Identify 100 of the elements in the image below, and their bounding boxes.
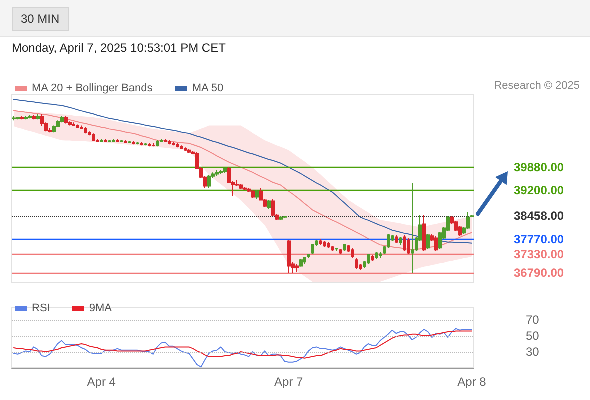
candlestick <box>12 116 16 122</box>
candlestick <box>327 242 330 249</box>
candlestick <box>24 116 28 120</box>
candlestick <box>287 240 291 274</box>
candlestick <box>299 258 303 268</box>
candlestick <box>76 124 79 129</box>
candlestick <box>84 126 87 134</box>
candlestick <box>128 140 131 144</box>
x-tick-label: Apr 8 <box>458 375 487 389</box>
candlestick <box>164 138 167 144</box>
candlestick <box>323 240 326 248</box>
y-tick-label: 50 <box>526 329 540 343</box>
candlestick <box>168 140 171 146</box>
legend-label: 9MA <box>89 302 113 314</box>
candlestick <box>152 143 155 148</box>
candlestick <box>80 125 83 130</box>
candlestick <box>379 252 382 259</box>
y-tick-label: 30 <box>526 345 540 359</box>
candlestick <box>307 254 310 259</box>
legend-label: MA 20 + Bollinger Bands <box>32 82 154 94</box>
candlestick <box>187 148 191 154</box>
y-tick-label: 36790.00 <box>514 266 564 280</box>
candlestick <box>156 140 159 148</box>
candlestick <box>407 238 410 255</box>
candlestick <box>434 236 438 252</box>
candlestick <box>120 140 123 144</box>
candlestick <box>116 138 119 144</box>
candlestick <box>303 256 306 265</box>
y-tick-label: 37770.00 <box>514 232 564 247</box>
x-tick-label: Apr 7 <box>274 375 304 389</box>
candlestick <box>239 184 243 190</box>
candlestick <box>140 142 143 146</box>
candlestick <box>251 190 255 199</box>
candlestick <box>395 234 398 244</box>
candlestick <box>172 142 175 146</box>
candlestick <box>112 138 115 144</box>
candlestick <box>148 143 151 148</box>
candlestick <box>355 258 358 270</box>
y-tick-label: 38458.00 <box>514 209 564 224</box>
candlestick <box>438 232 442 250</box>
text: Monday, April 7, 2025 10:53:01 PM CET <box>12 41 226 55</box>
text: Research © 2025 <box>494 80 580 92</box>
candlestick <box>136 142 139 146</box>
candlestick <box>32 115 36 120</box>
candlestick <box>72 122 75 127</box>
candlestick <box>466 212 470 230</box>
y-tick-label: 39200.00 <box>514 184 564 198</box>
candlestick <box>28 115 32 120</box>
candlestick <box>343 244 346 252</box>
candlestick <box>454 220 458 232</box>
candlestick <box>104 138 107 144</box>
candlestick <box>399 236 402 246</box>
candlestick <box>207 174 211 189</box>
candlestick <box>144 143 147 146</box>
candlestick <box>311 244 314 255</box>
candlestick <box>351 248 354 259</box>
y-tick-label: 70 <box>526 313 540 327</box>
candlestick <box>319 238 322 246</box>
candlestick <box>295 264 299 273</box>
candlestick <box>160 138 163 144</box>
candlestick <box>331 246 334 252</box>
candlestick <box>339 248 342 255</box>
candlestick <box>219 170 223 175</box>
candlestick <box>283 216 287 219</box>
legend-label: RSI <box>32 302 50 314</box>
candlestick <box>100 138 103 144</box>
candlestick <box>215 170 219 177</box>
candlestick <box>422 214 426 252</box>
candlestick <box>255 190 259 200</box>
candlestick <box>367 254 370 265</box>
line-series <box>13 330 473 359</box>
candlestick <box>335 248 338 252</box>
chart-subtitle: 30 MIN <box>12 7 69 31</box>
candlestick <box>60 116 64 124</box>
candlestick <box>243 186 247 191</box>
candlestick <box>64 116 68 124</box>
candlestick <box>403 234 406 252</box>
candlestick <box>20 116 24 120</box>
candlestick <box>279 216 283 221</box>
candlestick <box>180 145 183 150</box>
line-series <box>13 328 473 368</box>
candlestick <box>184 147 187 152</box>
candlestick <box>267 200 271 210</box>
candlestick <box>375 252 378 260</box>
candlestick <box>411 183 414 274</box>
candlestick <box>176 143 179 148</box>
candlestick <box>92 133 95 142</box>
y-tick-label: 39880.00 <box>514 160 564 174</box>
candlestick <box>36 114 40 120</box>
candlestick <box>132 140 135 146</box>
candlestick <box>16 117 20 120</box>
candlestick <box>223 168 227 174</box>
candlestick <box>371 254 374 262</box>
candlestick <box>271 198 275 217</box>
x-tick-label: Apr 4 <box>87 375 116 389</box>
candlestick <box>426 234 430 250</box>
legend-label: MA 50 <box>192 82 224 94</box>
candlestick <box>124 140 127 144</box>
y-tick-label: 37330.00 <box>514 248 564 262</box>
candlestick <box>108 140 111 144</box>
